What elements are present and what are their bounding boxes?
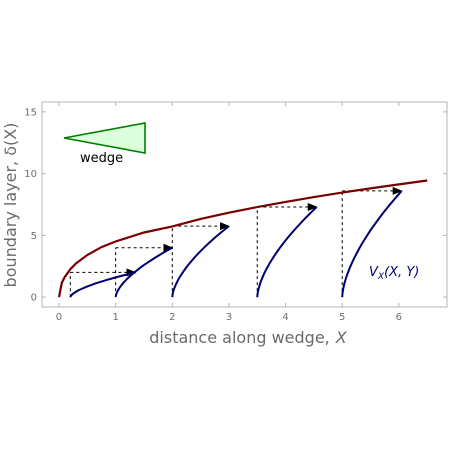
y-tick-label: 5 xyxy=(31,231,37,242)
velocity-label-arguments: (X, Y) xyxy=(384,265,419,280)
x-axis-label-variable: X xyxy=(335,328,348,347)
velocity-profile-1 xyxy=(69,271,136,298)
velocity-profile-3 xyxy=(171,225,230,298)
y-axis-label: boundary layer, δ(X) xyxy=(1,123,20,288)
x-tick-label: 3 xyxy=(226,312,232,323)
x-tick-label: 6 xyxy=(396,312,402,323)
y-tick-label: 10 xyxy=(24,169,37,180)
x-axis-ticks: 0 1 2 3 4 5 6 xyxy=(56,102,402,323)
velocity-label: VX(X, Y) xyxy=(369,265,419,282)
y-axis-ticks: 0 5 10 15 xyxy=(24,107,447,304)
wedge-label: wedge xyxy=(80,151,123,166)
profile-guides xyxy=(69,186,403,298)
wedge-icon xyxy=(63,122,146,154)
x-tick-label: 5 xyxy=(339,312,345,323)
velocity-profiles xyxy=(69,190,403,298)
x-axis-label: distance along wedge, X xyxy=(149,328,347,347)
velocity-label-subscript: X xyxy=(377,272,385,282)
y-tick-label: 0 xyxy=(31,293,37,304)
x-tick-label: 0 xyxy=(56,312,62,323)
boundary-layer-curve xyxy=(57,179,428,298)
x-tick-label: 1 xyxy=(112,312,118,323)
velocity-label-symbol: V xyxy=(369,265,379,280)
y-tick-label: 15 xyxy=(24,107,37,118)
plot-frame xyxy=(41,101,448,308)
velocity-profile-2 xyxy=(114,246,173,298)
x-axis-label-text: distance along wedge, xyxy=(149,328,329,347)
velocity-profile-5 xyxy=(341,190,403,298)
x-tick-label: 4 xyxy=(282,312,288,323)
x-tick-label: 2 xyxy=(169,312,175,323)
velocity-profile-4 xyxy=(256,206,318,298)
